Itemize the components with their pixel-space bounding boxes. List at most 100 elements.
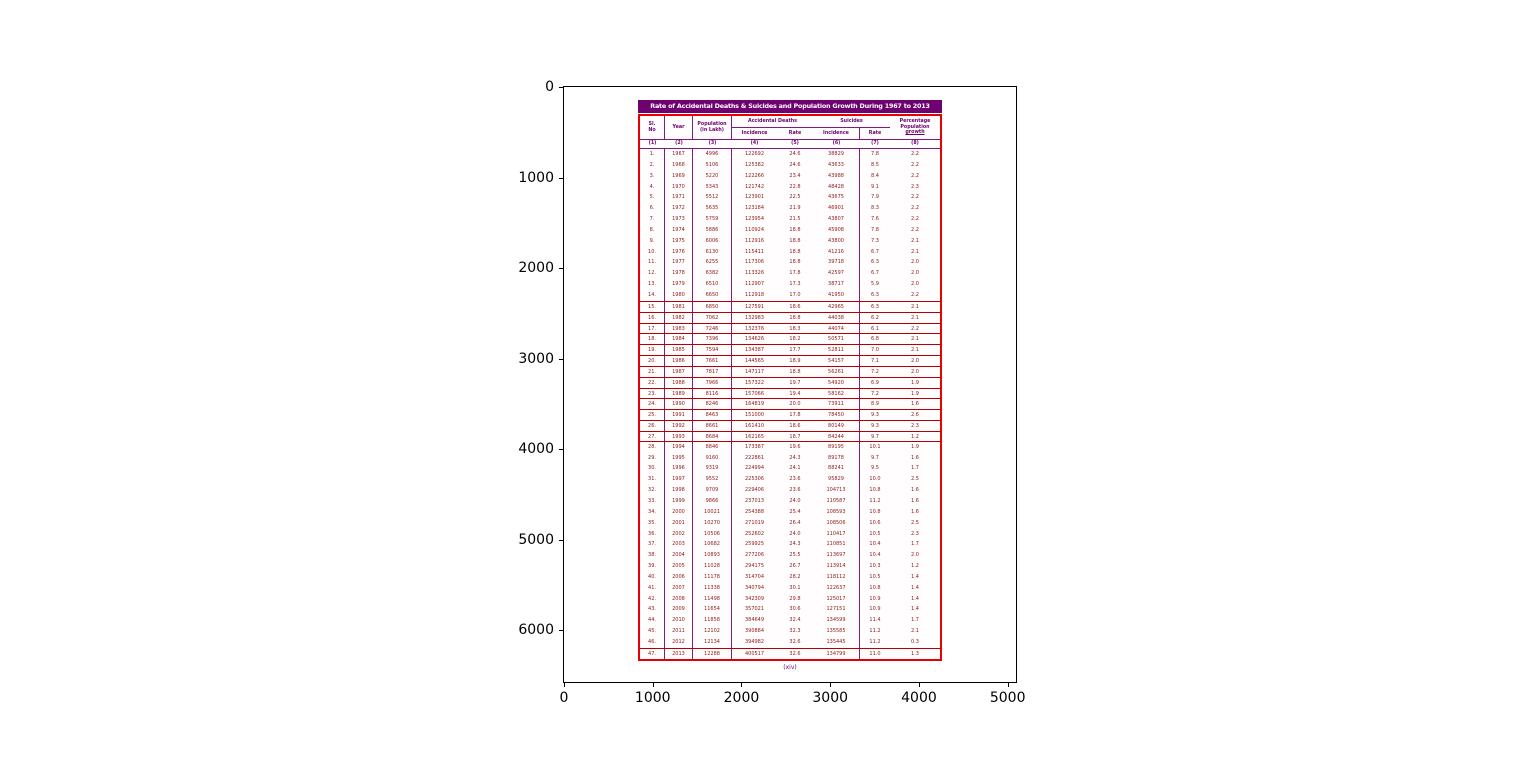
table-cell: 18.8 xyxy=(789,314,801,321)
table-cell: 50571 xyxy=(813,334,860,345)
table-cell: 12288 xyxy=(693,648,732,659)
table-cell: 17.0 xyxy=(789,291,801,298)
table-row: 47. 2013 12288 400517 32.6 134799 11.0 1.3 xyxy=(640,647,940,659)
table-cell: 2.0 xyxy=(911,259,919,266)
table-cell: 22.8 xyxy=(789,183,801,190)
x-tick-mark xyxy=(1007,683,1009,687)
table-row: 33. 1999 9866 237013 24.0 110587 11.2 1.6 xyxy=(640,496,940,507)
table-cell: 58162 xyxy=(813,388,860,399)
table-cell: 8661 xyxy=(693,421,732,431)
table-cell: 11858 xyxy=(693,615,732,627)
header-suicides: Suicides xyxy=(813,116,890,128)
column-number: (6) xyxy=(832,141,841,146)
table-cell: 21. xyxy=(640,366,665,377)
table-row: 2. 1968 5106 125382 24.6 43633 8.5 2.2 xyxy=(640,159,940,171)
y-tick-label: 2000 xyxy=(518,260,554,276)
table-cell: 10.6 xyxy=(869,519,881,526)
table-cell: 1.7 xyxy=(911,465,919,472)
y-tick-mark xyxy=(559,358,563,360)
table-cell: 44038 xyxy=(813,312,860,323)
table-row: 16. 1982 7062 132983 18.8 44038 6.2 2.1 xyxy=(640,311,940,323)
table-cell: 21.5 xyxy=(789,216,801,223)
table-cell: 2001 xyxy=(665,517,693,529)
table-cell: 122637 xyxy=(813,582,860,594)
table-cell: 10.9 xyxy=(869,595,881,602)
table-cell: 9. xyxy=(640,235,665,247)
table-row: 26. 1992 8661 161410 18.6 80149 9.3 2.3 xyxy=(640,420,940,431)
table-cell: 6. xyxy=(640,203,665,215)
table-cell: 45908 xyxy=(813,224,860,236)
table-row: 6. 1972 5635 123184 21.9 46901 8.3 2.2 xyxy=(640,203,940,215)
table-cell: 10.5 xyxy=(869,530,881,537)
table-cell: 7.8 xyxy=(871,151,879,157)
table-cell: 28. xyxy=(640,441,665,453)
table-cell: 11654 xyxy=(693,604,732,616)
table-cell: 6650 xyxy=(693,289,732,301)
y-tick-mark xyxy=(559,177,563,179)
table-row: 45. 2011 12102 390884 32.3 135585 11.2 2.1 xyxy=(640,626,940,637)
table-cell: 123954 xyxy=(744,216,765,223)
table-cell: 1982 xyxy=(665,312,693,323)
table-cell: 2.1 xyxy=(911,314,919,321)
table-cell: 4. xyxy=(640,181,665,193)
table-row: 21. 1987 7817 147117 18.8 56261 7.2 2.0 xyxy=(640,365,940,377)
table-row: 9. 1975 6006 112916 18.8 43800 7.3 2.1 xyxy=(640,235,940,247)
table-cell: 5759 xyxy=(693,214,732,225)
table-cell: 6.7 xyxy=(871,270,879,277)
table-cell: 32.3 xyxy=(789,628,801,635)
table-cell: 44. xyxy=(640,615,665,627)
table-cell: 19.7 xyxy=(789,379,801,386)
table-cell: 7.2 xyxy=(871,368,879,375)
table-cell: 400517 xyxy=(744,650,765,657)
table-title: Rate of Accidental Deaths & Suicides and… xyxy=(638,100,942,113)
x-tick-mark xyxy=(652,683,654,687)
table-cell: 134599 xyxy=(813,615,860,627)
table-cell: 18.2 xyxy=(789,336,801,343)
table-cell: 18.8 xyxy=(789,259,801,266)
table-cell: 6.3 xyxy=(871,303,879,310)
table-cell: 78450 xyxy=(813,410,860,421)
table-cell: 9.3 xyxy=(871,423,879,430)
table-cell: 10506 xyxy=(693,528,732,540)
table-cell: 18.8 xyxy=(789,368,801,375)
table-cell: 113914 xyxy=(813,561,860,572)
table-cell: 1.4 xyxy=(911,606,919,613)
table-cell: 10.8 xyxy=(869,487,881,494)
table-row: 24. 1990 8246 164819 20.0 73911 8.9 1.6 xyxy=(640,398,940,410)
table-cell: 21.9 xyxy=(789,205,801,212)
table-cell: 1.9 xyxy=(911,390,919,397)
table-cell: 1983 xyxy=(665,323,693,334)
table-cell: 7.3 xyxy=(871,237,879,244)
table-cell: 2.2 xyxy=(911,161,919,168)
table-cell: 7817 xyxy=(693,366,732,377)
table-cell: 2.0 xyxy=(911,281,919,288)
table-cell: 23. xyxy=(640,388,665,399)
table-cell: 0.3 xyxy=(911,638,919,645)
table-cell: 134387 xyxy=(744,347,765,354)
table-cell: 39. xyxy=(640,561,665,572)
table-cell: 23.6 xyxy=(789,476,801,483)
table-cell: 5343 xyxy=(693,181,732,193)
table-cell: 89178 xyxy=(813,452,860,464)
table-cell: 2.3 xyxy=(911,530,919,537)
table-cell: 9552 xyxy=(693,474,732,486)
table-cell: 43633 xyxy=(813,159,860,171)
table-cell: 6.7 xyxy=(871,248,879,255)
table-cell: 113326 xyxy=(744,270,765,277)
table-cell: 7594 xyxy=(693,345,732,356)
column-number: (1) xyxy=(648,141,657,146)
table-cell: 6850 xyxy=(693,301,732,312)
table-cell: 1974 xyxy=(665,224,693,236)
table-cell: 46. xyxy=(640,636,665,648)
header-sl-no: Sl. No xyxy=(640,116,665,139)
table-cell: 1995 xyxy=(665,452,693,464)
table-cell: 45. xyxy=(640,626,665,637)
x-tick-label: 1000 xyxy=(634,690,671,706)
plot-axes: 0 1000 2000 3000 4000 5000 0 1000 2000 3000 4000 5… xyxy=(518,80,1025,705)
table-cell: 43. xyxy=(640,604,665,616)
y-tick-label: 5000 xyxy=(518,531,554,548)
x-tick-label: 2000 xyxy=(723,690,760,706)
table-cell: 2009 xyxy=(665,604,693,616)
table-cell: 134626 xyxy=(744,336,765,343)
table-cell: 1979 xyxy=(665,279,693,290)
